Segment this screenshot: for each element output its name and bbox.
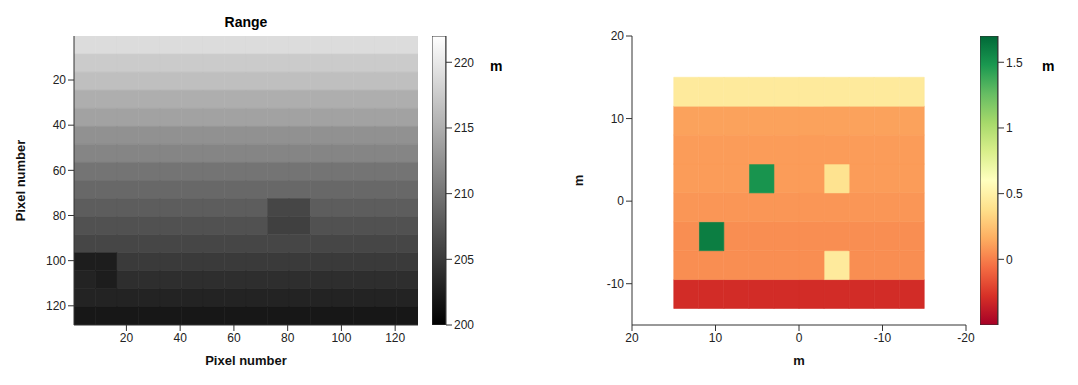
svg-text:60: 60 [227,331,241,345]
svg-text:10: 10 [611,112,625,126]
svg-text:200: 200 [454,318,474,332]
svg-text:100: 100 [46,254,66,268]
svg-text:210: 210 [454,187,474,201]
svg-text:40: 40 [53,118,67,132]
html-text:m: m [490,58,503,74]
svg-text:215: 215 [454,121,474,135]
svg-text:0: 0 [1006,253,1013,267]
svg-text:40: 40 [173,331,187,345]
svg-text:20: 20 [611,29,625,43]
svg-text:m: m [793,353,805,368]
svg-text:100: 100 [331,331,351,345]
svg-text:-10: -10 [874,331,892,345]
svg-text:20: 20 [625,331,639,345]
svg-text:120: 120 [385,331,405,345]
svg-text:0: 0 [796,331,803,345]
svg-text:80: 80 [281,331,295,345]
svg-text:220: 220 [454,56,474,70]
svg-text:80: 80 [53,209,67,223]
html-text:Range: Range [224,14,268,30]
svg-text:-10: -10 [607,277,625,291]
svg-text:20: 20 [120,331,134,345]
svg-text:m: m [571,175,586,187]
svg-text:1: 1 [1006,121,1013,135]
svg-text:205: 205 [454,253,474,267]
svg-text:10: 10 [709,331,723,345]
svg-text:20: 20 [53,73,67,87]
svg-text:1.5: 1.5 [1006,56,1023,70]
svg-text:Pixel number: Pixel number [13,140,28,222]
svg-text:-20: -20 [957,331,975,345]
html-text:m: m [1042,58,1055,74]
svg-text:Pixel number: Pixel number [205,353,287,368]
svg-text:60: 60 [53,164,67,178]
svg-text:0: 0 [617,194,624,208]
svg-text:120: 120 [46,299,66,313]
svg-text:0.5: 0.5 [1006,187,1023,201]
